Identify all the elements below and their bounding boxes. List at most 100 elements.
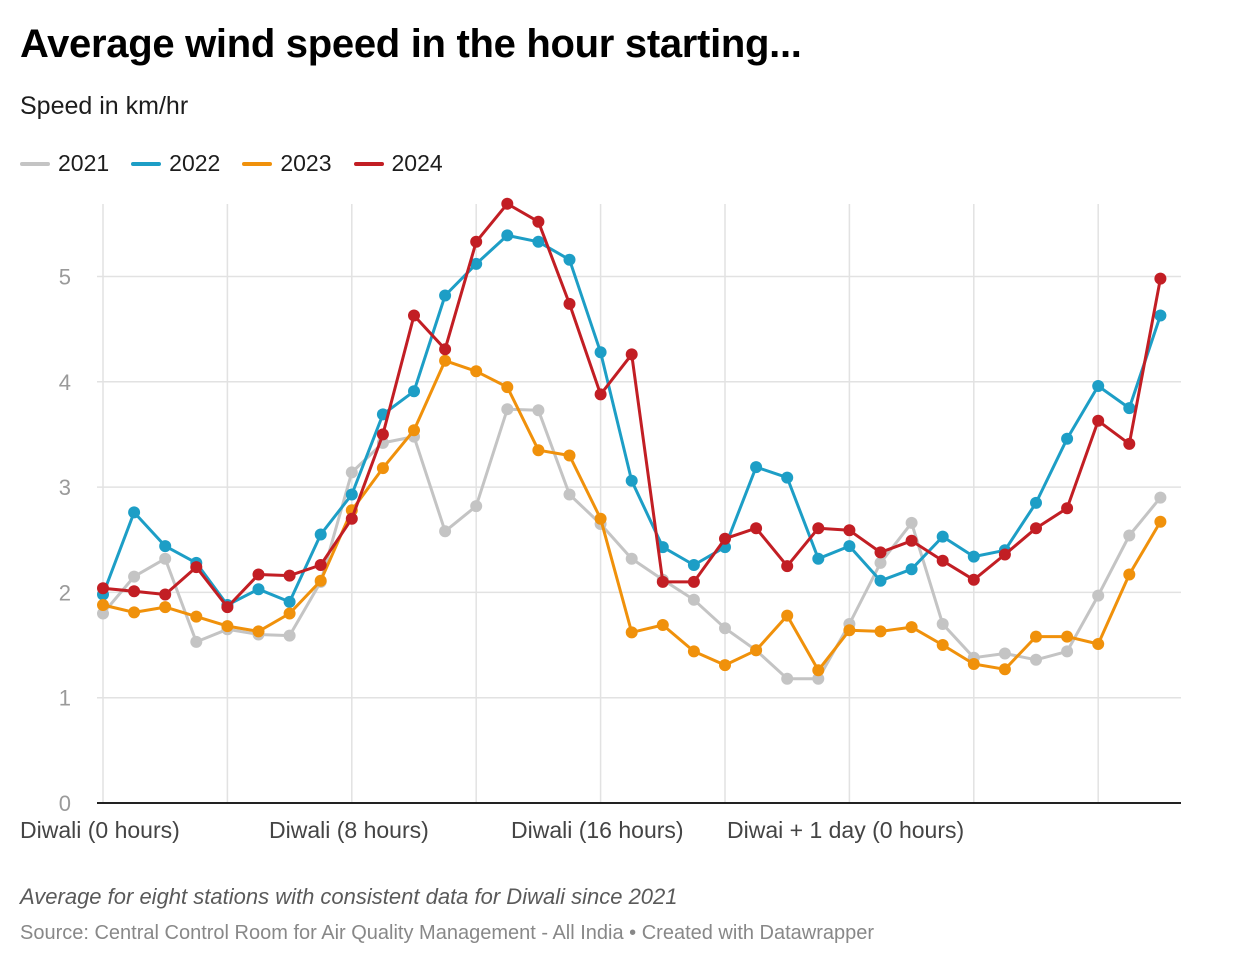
x-tick-label: Diwai + 1 day (0 hours) <box>727 817 964 843</box>
data-point-2024 <box>594 388 607 401</box>
data-point-2021 <box>1123 529 1136 542</box>
data-point-2022 <box>501 229 514 242</box>
legend-swatch-2023 <box>242 161 273 166</box>
data-point-2021 <box>687 593 700 606</box>
data-point-2024 <box>1154 272 1167 285</box>
data-point-2022 <box>408 385 420 398</box>
data-point-2021 <box>283 629 296 642</box>
chart-subtitle: Speed in km/hr <box>20 92 189 120</box>
legend-item-2022: 2022 <box>131 150 220 177</box>
data-point-2024 <box>843 524 856 537</box>
data-point-2024 <box>1061 502 1074 515</box>
legend-swatch-2021 <box>20 161 50 166</box>
data-point-2024 <box>190 561 203 574</box>
x-tick-label: Diwali (16 hours) <box>511 817 684 843</box>
data-point-2021 <box>874 556 887 569</box>
data-point-2022 <box>936 530 949 543</box>
data-point-2024 <box>905 534 918 547</box>
data-point-2024 <box>563 297 576 310</box>
data-point-2023 <box>252 625 265 638</box>
data-point-2023 <box>283 607 296 620</box>
data-point-2021 <box>470 500 483 513</box>
legend-label-2024: 2024 <box>391 150 443 176</box>
data-point-2022 <box>843 540 856 553</box>
data-point-2021 <box>1061 645 1074 658</box>
data-point-2022 <box>1061 432 1074 445</box>
y-tick-label: 2 <box>59 580 71 605</box>
data-point-2023 <box>905 621 918 634</box>
data-point-2023 <box>1092 638 1105 650</box>
data-point-2023 <box>159 601 172 614</box>
data-point-2023 <box>936 639 949 651</box>
data-point-2021 <box>719 622 731 635</box>
legend-label-2023: 2023 <box>280 150 332 176</box>
data-point-2023 <box>97 599 109 611</box>
data-point-2021 <box>439 525 452 538</box>
data-point-2023 <box>1154 515 1167 528</box>
data-point-2023 <box>625 626 638 639</box>
data-point-2024 <box>376 428 389 441</box>
legend-label-2021: 2021 <box>58 150 110 176</box>
data-point-2024 <box>532 215 545 228</box>
data-point-2023 <box>470 365 483 378</box>
data-point-2024 <box>128 585 141 598</box>
data-point-2024 <box>1123 437 1136 450</box>
data-point-2024 <box>345 512 358 525</box>
data-point-2022 <box>687 559 700 571</box>
data-point-2024 <box>967 573 980 586</box>
data-point-2022 <box>1092 380 1105 392</box>
data-point-2021 <box>532 404 545 417</box>
data-point-2021 <box>345 466 358 479</box>
data-point-2021 <box>905 516 918 529</box>
data-point-2024 <box>998 548 1011 561</box>
data-point-2023 <box>687 645 700 658</box>
chart-note: Average for eight stations with consiste… <box>20 884 678 909</box>
data-point-2024 <box>750 522 763 535</box>
legend-item-2023: 2023 <box>242 150 332 177</box>
line-chart: 0 1 2 3 4 5 Diwali (0 hours) Diwali (8 hours) Di… <box>20 197 1181 843</box>
data-point-2024 <box>470 235 483 248</box>
data-point-2023 <box>128 606 141 619</box>
data-point-2024 <box>408 309 420 322</box>
data-point-2021 <box>563 488 576 501</box>
y-tick-label: 1 <box>59 686 71 711</box>
data-point-2024 <box>1030 522 1042 535</box>
data-point-2022 <box>439 289 452 302</box>
series-line-2023 <box>101 359 1162 672</box>
data-point-2022 <box>594 346 607 359</box>
data-point-2022 <box>1123 402 1136 415</box>
data-point-2022 <box>625 474 638 487</box>
data-point-2022 <box>314 528 327 541</box>
data-point-2022 <box>563 253 576 266</box>
data-point-2021 <box>998 647 1011 660</box>
legend-swatch-2024 <box>353 161 384 166</box>
data-point-2023 <box>594 512 607 525</box>
legend-item-2021: 2021 <box>20 150 109 177</box>
legend: 2021 2022 2023 2024 <box>20 150 465 177</box>
data-point-2022 <box>874 574 887 587</box>
data-point-2023 <box>843 624 856 637</box>
legend-swatch-2022 <box>131 161 162 166</box>
data-point-2022 <box>345 488 358 501</box>
data-point-2022 <box>283 595 296 608</box>
data-point-2021 <box>1030 653 1042 666</box>
data-point-2024 <box>159 588 172 601</box>
data-point-2021 <box>781 672 794 685</box>
data-point-2024 <box>501 197 514 210</box>
data-point-2023 <box>719 659 731 672</box>
data-point-2024 <box>874 546 887 559</box>
data-point-2023 <box>221 620 234 633</box>
data-point-2021 <box>1092 589 1105 602</box>
chart-title: Average wind speed in the hour starting.… <box>20 22 802 66</box>
data-point-2021 <box>97 607 109 620</box>
data-point-2022 <box>967 550 980 563</box>
y-tick-label: 0 <box>59 791 71 816</box>
data-point-2024 <box>812 522 825 535</box>
data-point-2022 <box>905 563 918 576</box>
data-point-2023 <box>314 574 327 587</box>
data-point-2023 <box>1123 568 1136 581</box>
data-point-2024 <box>936 554 949 567</box>
data-point-2024 <box>625 348 638 361</box>
data-point-2022 <box>159 540 172 553</box>
data-point-2024 <box>252 568 265 581</box>
